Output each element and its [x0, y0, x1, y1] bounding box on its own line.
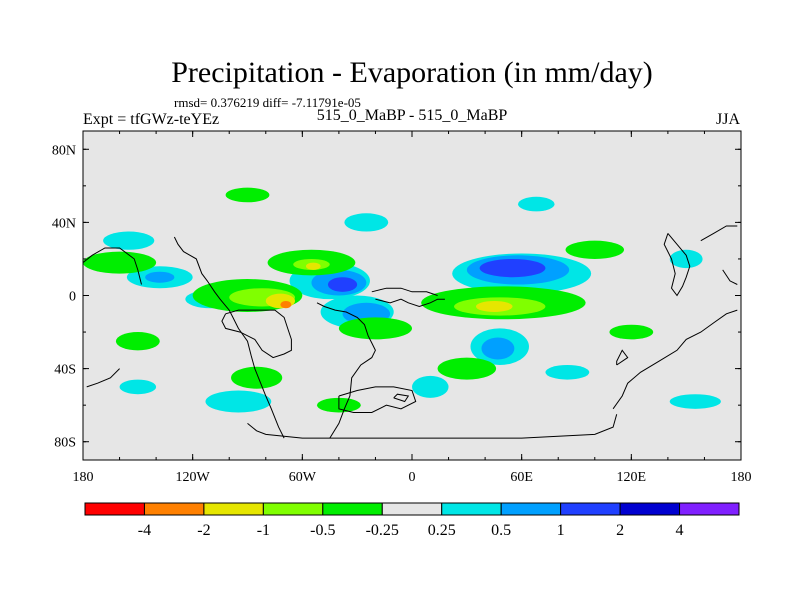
colorbar-swatch	[143, 502, 205, 516]
x-tick-label: 60E	[510, 470, 533, 485]
coastline	[663, 233, 691, 297]
season-label: JJA	[716, 111, 740, 128]
coastline	[616, 349, 629, 366]
coastline	[338, 386, 417, 413]
colorbar-label: -0.5	[310, 522, 335, 539]
colorbar-label: 2	[616, 522, 624, 539]
colorbar-label: -2	[197, 522, 210, 539]
contour-region	[518, 196, 555, 212]
contour-region	[327, 277, 358, 292]
coastline	[173, 236, 285, 439]
y-tick-label: 80N	[52, 143, 76, 158]
x-tick-label: 120W	[176, 470, 211, 485]
contour-region	[475, 300, 513, 312]
contour-region	[437, 357, 497, 380]
experiment-label: Expt = tfGWz-teYEz	[83, 111, 219, 128]
map-background	[83, 131, 741, 460]
coastline	[612, 309, 738, 410]
coastline	[371, 287, 438, 296]
coastline	[86, 368, 120, 388]
contour-region	[344, 213, 389, 232]
y-tick-label: 0	[69, 290, 76, 305]
colorbar-swatch	[679, 502, 740, 516]
coastline	[375, 298, 445, 308]
colorbar-swatch	[560, 502, 621, 516]
colorbar-swatch	[441, 502, 502, 516]
coastline	[393, 393, 410, 403]
contour-region	[83, 251, 157, 274]
contour-region	[205, 390, 272, 413]
colorbar: -4 -2 -1 -0.5 -0.25 0.25 0.5 1 2 4	[84, 502, 740, 539]
colorbar-label: 0.25	[428, 522, 456, 539]
contour-region	[115, 332, 160, 351]
colorbar-swatch	[322, 502, 383, 516]
chart-title: Precipitation - Evaporation (in mm/day)	[171, 56, 653, 89]
contour-region	[669, 394, 721, 409]
contour-region	[479, 258, 546, 278]
colorbar-swatch	[262, 502, 324, 516]
contour-region	[280, 300, 292, 309]
coastline	[722, 269, 738, 285]
x-tick-label: 180	[731, 470, 752, 485]
colorbar-label: 4	[676, 522, 684, 539]
contour-region	[225, 187, 270, 203]
x-tick-label: 60W	[289, 470, 317, 485]
colorbar-label: -0.25	[366, 522, 399, 539]
contour-region	[305, 262, 321, 270]
y-axis: 80N 40N 0 40S 80S	[52, 143, 741, 451]
x-tick-label: 0	[409, 470, 416, 485]
coastline	[83, 247, 142, 285]
coastlines	[83, 225, 738, 439]
colorbar-swatch	[203, 502, 264, 516]
contour-region	[609, 324, 654, 340]
y-tick-label: 40S	[54, 363, 76, 378]
contour-region	[412, 375, 449, 398]
colorbar-label: -1	[257, 522, 270, 539]
coastline	[221, 309, 292, 359]
y-tick-label: 80S	[54, 436, 76, 451]
contour-region	[103, 231, 155, 250]
comparison-label: 515_0_MaBP - 515_0_MaBP	[317, 107, 508, 124]
colorbar-label: -4	[138, 522, 151, 539]
y-tick-label: 40N	[52, 216, 76, 231]
colorbar-label: 0.5	[491, 522, 511, 539]
stats-line: rmsd= 0.376219 diff= -7.11791e-05	[174, 95, 361, 110]
coastline	[700, 225, 738, 242]
coastline	[247, 414, 618, 439]
contour-region	[119, 379, 157, 395]
colorbar-swatch	[619, 502, 681, 516]
contour-regions	[83, 187, 721, 413]
x-axis: 180 120W 60W 0 60E 120E 180	[73, 131, 752, 485]
contour-region	[545, 364, 590, 380]
contour-region	[481, 337, 515, 360]
colorbar-label: 1	[557, 522, 565, 539]
contour-region	[338, 317, 413, 340]
x-tick-label: 180	[73, 470, 94, 485]
contour-region	[565, 240, 625, 259]
colorbar-swatch	[500, 502, 562, 516]
colorbar-swatch	[84, 502, 145, 516]
x-tick-label: 120E	[617, 470, 647, 485]
contour-region	[231, 366, 283, 389]
colorbar-swatch	[381, 502, 443, 516]
contour-region	[669, 249, 703, 269]
contour-region	[145, 271, 175, 283]
coastline	[316, 302, 376, 439]
